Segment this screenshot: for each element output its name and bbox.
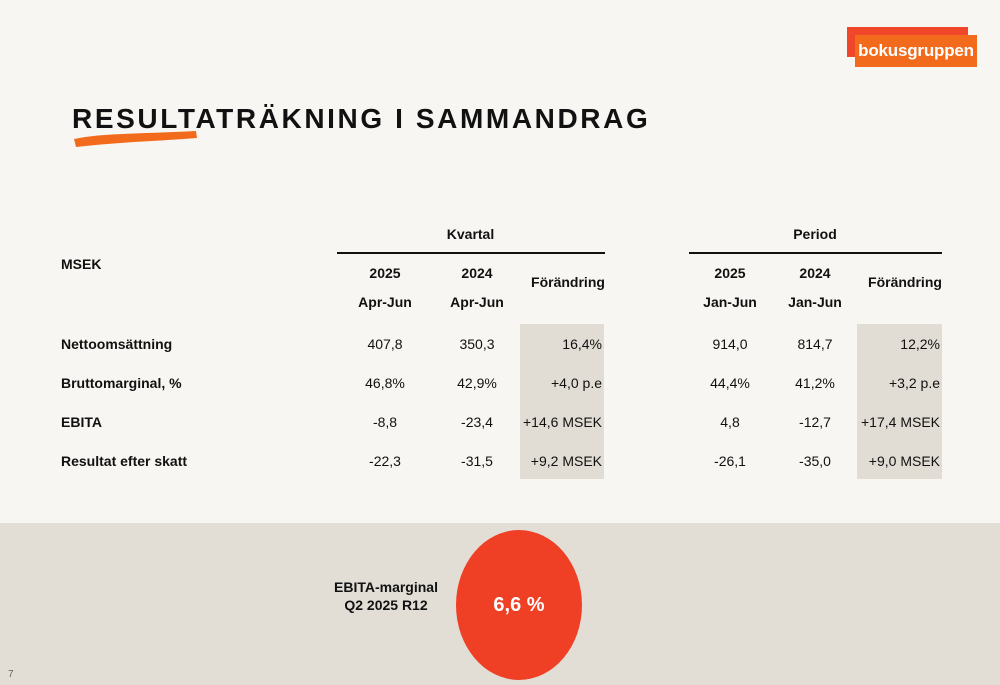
group-header-period: Period xyxy=(793,226,837,242)
table-cell-change: +9,2 MSEK xyxy=(530,453,602,469)
row-label-ebita: EBITA xyxy=(61,414,102,430)
table-cell-change: +14,6 MSEK xyxy=(523,414,602,430)
table-cell: -26,1 xyxy=(714,453,746,469)
col-year-p2: 2024 xyxy=(799,265,831,281)
kpi-circle: 6,6 % xyxy=(456,530,582,680)
quarter-change-column-bg xyxy=(520,324,604,479)
group-rule-period xyxy=(689,252,942,254)
table-cell: -8,8 xyxy=(372,414,398,430)
table-cell: 814,7 xyxy=(797,336,833,352)
table-cell-change: +4,0 p.e xyxy=(551,375,602,391)
kpi-label-line1: EBITA-marginal xyxy=(334,579,438,595)
table-cell-change: +3,2 p.e xyxy=(889,375,940,391)
kpi-label: EBITA-marginal Q2 2025 R12 xyxy=(320,578,452,614)
table-cell-change: 12,2% xyxy=(900,336,940,352)
table-cell: -35,0 xyxy=(799,453,831,469)
table-cell: -12,7 xyxy=(799,414,831,430)
table-cell: 44,4% xyxy=(710,375,750,391)
table-cell: 41,2% xyxy=(795,375,835,391)
col-period-p1: Jan-Jun xyxy=(703,294,757,310)
table-cell: -23,4 xyxy=(461,414,493,430)
table-cell: -22,3 xyxy=(369,453,401,469)
kpi-value: 6,6 % xyxy=(493,593,545,616)
page-title: RESULTATRÄKNING I SAMMANDRAG xyxy=(72,103,651,134)
col-year-q1: 2025 xyxy=(369,265,401,281)
row-label-resultat-efter-skatt: Resultat efter skatt xyxy=(61,453,188,469)
kpi-label-line2: Q2 2025 R12 xyxy=(344,597,428,613)
period-change-column-bg xyxy=(857,324,942,479)
table-cell-change: 16,4% xyxy=(562,336,602,352)
col-period-q2: Apr-Jun xyxy=(450,294,504,310)
table-cell: 914,0 xyxy=(712,336,748,352)
table-cell: 4,8 xyxy=(720,414,740,430)
table-cell: 350,3 xyxy=(459,336,495,352)
table-cell: 42,9% xyxy=(457,375,497,391)
col-year-p1: 2025 xyxy=(714,265,746,281)
col-period-q1: Apr-Jun xyxy=(358,294,412,310)
row-label-bruttomarginal: Bruttomarginal, % xyxy=(61,375,182,391)
unit-label: MSEK xyxy=(61,256,102,272)
table-cell: 46,8% xyxy=(365,375,405,391)
table-cell: 407,8 xyxy=(367,336,403,352)
brush-stroke-decoration xyxy=(74,131,197,147)
table-cell-change: +17,4 MSEK xyxy=(861,414,940,430)
col-year-q2: 2024 xyxy=(461,265,493,281)
col-change-p: Förändring xyxy=(868,274,942,290)
table-cell-change: +9,0 MSEK xyxy=(868,453,940,469)
col-change-q: Förändring xyxy=(531,274,605,290)
group-header-quarter: Kvartal xyxy=(446,226,495,242)
logo-text: bokusgruppen xyxy=(855,35,977,67)
company-logo: bokusgruppen xyxy=(847,27,977,67)
col-period-p2: Jan-Jun xyxy=(788,294,842,310)
page-number: 7 xyxy=(8,669,14,680)
row-label-nettoomsattning: Nettoomsättning xyxy=(61,336,173,352)
table-cell: -31,5 xyxy=(461,453,493,469)
group-rule-quarter xyxy=(337,252,605,254)
